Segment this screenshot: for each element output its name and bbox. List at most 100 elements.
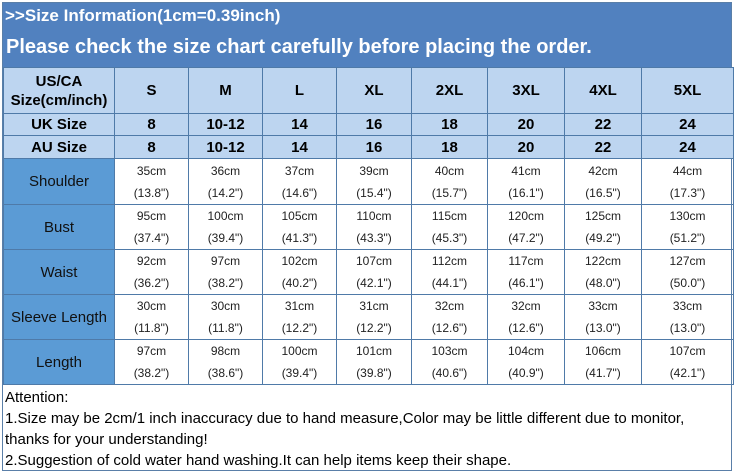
measurement-row: Waist 92cm (36.2") 97cm (38.2") 102cm (40.2") 1…	[3, 249, 734, 295]
inch-value: (16.5")	[585, 185, 621, 200]
inch-value: (13.0")	[585, 321, 621, 335]
measurement-cell: 44cm (17.3")	[641, 158, 734, 205]
au-size-row-label: AU Size	[3, 135, 115, 159]
inch-value: (14.6")	[281, 185, 318, 200]
attention-notes: Attention: 1.Size may be 2cm/1 inch inac…	[3, 385, 731, 471]
inch-value: (16.1")	[508, 185, 544, 200]
inch-value: (12.2")	[356, 321, 392, 335]
measurement-cell: 97cm (38.2")	[188, 249, 263, 295]
size-cell: 24	[641, 135, 734, 159]
size-cell: 4XL	[564, 67, 642, 114]
cm-value: 37cm	[284, 163, 315, 178]
note-line: thanks for your understanding!	[5, 431, 208, 448]
size-cell: 3XL	[487, 67, 565, 114]
measurement-cell: 100cm (39.4")	[188, 204, 263, 250]
cm-value: 31cm	[359, 299, 389, 313]
measurement-cell: 122cm (48.0")	[564, 249, 642, 295]
cm-value: 106cm	[584, 344, 622, 358]
measurement-label: Shoulder	[3, 158, 115, 205]
inch-value: (11.8")	[134, 321, 169, 335]
measurement-cell: 101cm (39.8")	[336, 339, 412, 385]
cm-value: 30cm	[136, 299, 167, 313]
cm-value: 36cm	[210, 163, 241, 178]
cm-value: 127cm	[669, 254, 706, 268]
inch-value: (44.1")	[431, 276, 468, 290]
measurement-cell: 97cm (38.2")	[114, 339, 189, 385]
inch-value: (17.3")	[669, 185, 706, 200]
measurement-cell: 32cm (12.6")	[487, 294, 565, 340]
size-cell: 16	[336, 135, 412, 159]
inch-value: (47.2")	[508, 231, 544, 245]
size-cell: 22	[564, 113, 642, 136]
cm-value: 104cm	[507, 344, 545, 358]
measurement-cell: 130cm (51.2")	[641, 204, 734, 250]
size-cell: 8	[114, 135, 189, 159]
cm-value: 102cm	[281, 254, 318, 268]
inch-value: (15.7")	[431, 185, 468, 200]
measurement-cell: 120cm (47.2")	[487, 204, 565, 250]
measurement-label: Waist	[3, 249, 115, 295]
inch-value: (49.2")	[585, 231, 621, 245]
us-size-row-label: US/CA Size(cm/inch)	[3, 67, 115, 114]
measurement-cell: 31cm (12.2")	[336, 294, 412, 340]
size-cell: 24	[641, 113, 734, 136]
measurement-label: Length	[3, 339, 115, 385]
inch-value: (40.2")	[281, 276, 318, 290]
cm-value: 107cm	[355, 254, 393, 268]
au-size-row: AU Size 8 10-12 14 16 18 20 22 24	[3, 135, 734, 159]
measurement-cell: 125cm (49.2")	[564, 204, 642, 250]
inch-value: (48.0")	[585, 276, 621, 290]
cm-value: 120cm	[507, 209, 545, 223]
measurement-cell: 115cm (45.3")	[411, 204, 488, 250]
inch-value: (39.4")	[207, 231, 244, 245]
cm-value: 105cm	[281, 209, 318, 223]
inch-value: (38.2")	[133, 366, 170, 380]
inch-value: (40.6")	[431, 366, 468, 380]
cm-value: 31cm	[284, 299, 315, 313]
us-size-row: US/CA Size(cm/inch) S M L XL 2XL 3XL 4XL 5XL	[3, 67, 734, 114]
inch-value: (43.3")	[356, 231, 392, 245]
inch-value: (39.4")	[281, 366, 318, 380]
cm-value: 110cm	[356, 209, 392, 223]
measurement-cell: 92cm (36.2")	[114, 249, 189, 295]
measurement-cell: 103cm (40.6")	[411, 339, 488, 385]
cm-value: 125cm	[584, 209, 622, 223]
size-cell: 16	[336, 113, 412, 136]
cm-value: 32cm	[434, 299, 465, 313]
cm-value: 95cm	[136, 209, 167, 223]
inch-value: (11.8")	[208, 321, 243, 335]
measurement-row: Shoulder 35cm (13.8") 36cm (14.2") 37cm (14.6"…	[3, 158, 734, 205]
cm-value: 107cm	[669, 344, 706, 358]
measurement-cell: 127cm (50.0")	[641, 249, 734, 295]
inch-value: (12.6")	[431, 321, 468, 335]
inch-value: (41.3")	[281, 231, 318, 245]
inch-value: (12.6")	[508, 321, 544, 335]
inch-value: (13.8")	[133, 185, 170, 200]
measurement-cell: 102cm (40.2")	[262, 249, 337, 295]
inch-value: (38.2")	[207, 276, 244, 290]
measurement-cell: 107cm (42.1")	[336, 249, 412, 295]
inch-value: (50.0")	[669, 276, 706, 290]
measurement-cell: 33cm (13.0")	[564, 294, 642, 340]
measurement-row: Length 97cm (38.2") 98cm (38.6") 100cm (39.4")…	[3, 339, 734, 385]
inch-value: (42.1")	[356, 276, 392, 290]
measurement-cell: 36cm (14.2")	[188, 158, 263, 205]
size-cell: 14	[262, 135, 337, 159]
measurement-row: Sleeve Length 30cm (11.8") 30cm (11.8") 31cm (…	[3, 294, 734, 340]
size-cell: 18	[411, 135, 488, 159]
cm-value: 103cm	[431, 344, 468, 358]
cm-value: 40cm	[434, 163, 465, 178]
size-cell: 8	[114, 113, 189, 136]
inch-value: (38.6")	[207, 366, 244, 380]
cm-value: 112cm	[431, 254, 468, 268]
measurement-cell: 33cm (13.0")	[641, 294, 734, 340]
measurement-cell: 110cm (43.3")	[336, 204, 412, 250]
cm-value: 41cm	[511, 163, 541, 178]
inch-value: (14.2")	[207, 185, 244, 200]
size-cell: 20	[487, 113, 565, 136]
measurement-cell: 98cm (38.6")	[188, 339, 263, 385]
uk-size-row: UK Size 8 10-12 14 16 18 20 22 24	[3, 113, 734, 136]
inch-value: (45.3")	[431, 231, 468, 245]
measurement-cell: 95cm (37.4")	[114, 204, 189, 250]
